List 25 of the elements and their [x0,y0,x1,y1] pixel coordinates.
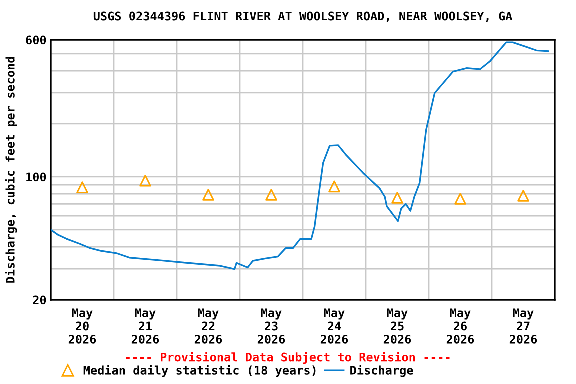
x-tick-label: May 24 2026 [320,308,348,344]
y-axis-title: Discharge, cubic feet per second [5,57,18,283]
text: ---- Provisional Data Subject to Revision ---- [126,352,450,364]
x-tick-label: May 27 2026 [510,308,538,344]
point [76,182,88,194]
point [140,174,152,187]
legend-label: Discharge [350,365,414,378]
point [454,193,466,205]
legend-label: Median daily statistic (18 years) [84,365,316,378]
point [518,190,530,202]
chart-title: USGS 02344396 FLINT RIVER AT WOOLSEY ROAD, NEAR WOOLSEY, GA [94,12,512,22]
x-tick-label: May 20 2026 [68,308,96,344]
line-series [51,42,550,270]
x-tick-label: May 23 2026 [258,308,286,344]
x-tick-label: May 21 2026 [132,308,160,344]
y-tick-label: 20 [33,296,46,305]
point [266,189,278,201]
x-tick-label: May 26 2026 [446,308,474,344]
point [202,189,214,201]
y-tick-label: 100 [26,172,46,182]
point [392,192,404,204]
x-tick-label: May 25 2026 [384,308,412,344]
x-tick-label: May 22 2026 [194,308,222,344]
point [328,180,340,193]
y-tick-label: 600 [26,36,46,45]
